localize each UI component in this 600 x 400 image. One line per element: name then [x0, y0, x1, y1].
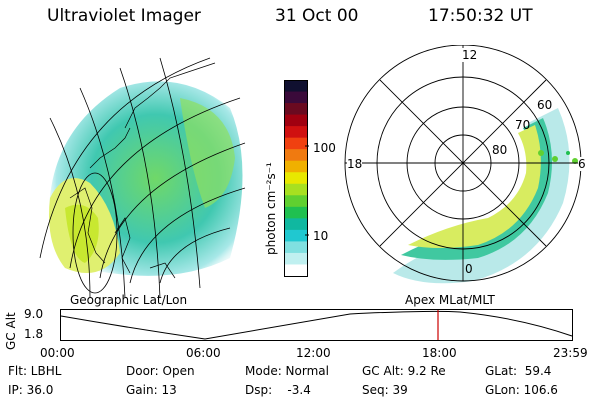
colorbar-segment — [285, 149, 307, 162]
colorbar-segment — [285, 206, 307, 219]
colorbar-segment — [285, 172, 307, 185]
lat-lon-grid — [39, 57, 246, 298]
colorbar-segment — [285, 241, 307, 254]
mlt-label-0: 0 — [465, 262, 473, 276]
mlat-label-80: 80 — [492, 143, 508, 157]
altitude-curve — [60, 310, 573, 340]
colorbar-segment — [285, 195, 307, 208]
polar-plot — [344, 45, 582, 284]
colorbar-segment — [285, 252, 307, 265]
colorbar-tick-100: 100 — [313, 141, 336, 155]
colorbar-tick-10: 10 — [313, 229, 329, 243]
left-panel-label: Geographic Lat/Lon — [70, 293, 188, 307]
colorbar-segment — [285, 183, 307, 196]
mlat-label-60: 60 — [537, 98, 553, 112]
altitude-timeline — [60, 309, 573, 341]
observation-date: 31 Oct 00 — [275, 6, 359, 26]
info-seq: Seq: 39 — [362, 383, 408, 397]
colorbar-segment — [285, 218, 307, 231]
info-dsp: Dsp: -3.4 — [245, 383, 311, 397]
colorbar-segment — [285, 137, 307, 150]
timeline-xtick-1800: 18:00 — [422, 346, 457, 360]
colorbar-segment — [285, 91, 307, 104]
mlt-label-6: 6 — [578, 157, 586, 171]
colorbar-segment — [285, 114, 307, 127]
info-gain: Gain: 13 — [126, 383, 177, 397]
colorbar-segment — [285, 264, 307, 277]
mlt-label-18: 18 — [347, 157, 363, 171]
instrument-title: Ultraviolet Imager — [47, 6, 201, 26]
observation-time: 17:50:32 UT — [428, 6, 533, 26]
colorbar-unit-label: photon cm⁻²s⁻¹ — [264, 162, 278, 255]
colorbar-border — [284, 80, 308, 277]
color-scale-bar — [284, 80, 308, 277]
info-door: Door: Open — [126, 364, 195, 378]
coastlines — [69, 62, 216, 279]
info-glat: GLat: 59.4 — [485, 364, 552, 378]
timeline-xtick-0000: 00:00 — [40, 346, 75, 360]
colorbar-segment — [285, 103, 307, 116]
mlat-label-70: 70 — [515, 118, 531, 132]
colorbar-segment — [285, 80, 307, 93]
right-panel-label: Apex MLat/MLT — [405, 293, 495, 307]
info-mode: Mode: Normal — [245, 364, 329, 378]
geographic-image — [39, 57, 246, 298]
colorbar-segment — [285, 160, 307, 173]
mlt-label-12: 12 — [460, 48, 480, 62]
timeline-ylabel: GC Alt — [4, 312, 18, 350]
info-glon: GLon: 106.6 — [485, 383, 558, 397]
timeline-xtick-1200: 12:00 — [296, 346, 331, 360]
timeline-ytick-low: 1.8 — [24, 327, 44, 341]
info-ip: IP: 36.0 — [8, 383, 54, 397]
colorbar-segment — [285, 126, 307, 139]
info-gc-alt: GC Alt: 9.2 Re — [362, 364, 446, 378]
earth-disk — [48, 81, 243, 276]
timeline-xtick-0600: 06:00 — [186, 346, 221, 360]
timeline-xtick-2359: 23:59 — [553, 346, 588, 360]
info-filter: Flt: LBHL — [8, 364, 62, 378]
timeline-ytick-high: 9.0 — [24, 307, 44, 321]
colorbar-segment — [285, 229, 307, 242]
